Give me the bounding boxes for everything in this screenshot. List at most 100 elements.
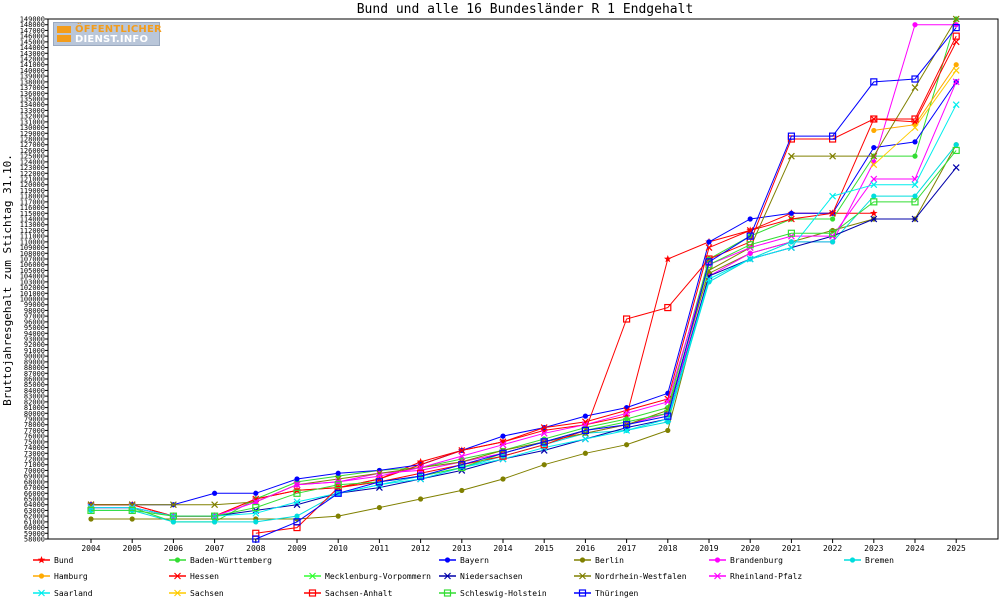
data-point [623, 427, 631, 434]
legend-item: Hessen [169, 572, 219, 581]
y-tick-label: 98000 [24, 307, 45, 315]
data-point [912, 139, 918, 145]
data-point [665, 427, 671, 434]
data-point [335, 470, 341, 476]
data-point [416, 457, 425, 466]
legend-swatch-marker [308, 589, 317, 597]
y-tick-label: 118000 [20, 193, 45, 201]
data-point [622, 421, 631, 429]
y-tick-label: 63000 [24, 507, 45, 515]
data-point [624, 442, 630, 448]
y-axis-label: Bruttojahresgehalt zum Stichtag 31.10. [1, 154, 14, 406]
y-tick-label: 58000 [24, 536, 45, 544]
series-schleswig-holstein [87, 146, 960, 520]
y-tick-label: 140000 [20, 67, 45, 75]
legend-swatch-marker [578, 589, 587, 597]
legend-item: Baden-Württemberg [169, 556, 272, 565]
y-tick-label: 142000 [20, 56, 45, 64]
legend-label: Hamburg [54, 572, 88, 581]
brand-logo: ÖFFENTLICHER DIENST.INFO [53, 22, 162, 46]
legend-label: Niedersachsen [460, 572, 523, 581]
data-point [211, 512, 219, 520]
data-point [746, 232, 754, 240]
legend-swatch-marker [443, 589, 452, 597]
y-tick-label: 105000 [20, 267, 45, 275]
data-point [871, 193, 877, 199]
data-point [417, 464, 425, 471]
y-tick-label: 126000 [20, 147, 45, 155]
x-tick-label: 2018 [658, 544, 677, 553]
x-tick-label: 2009 [287, 544, 306, 553]
data-point [128, 501, 136, 509]
data-point [294, 513, 300, 519]
data-point [911, 75, 919, 83]
data-point [870, 181, 878, 189]
data-point [376, 504, 382, 511]
y-tick-label: 129000 [20, 130, 45, 138]
legend-label: Schleswig-Holstein [460, 589, 547, 598]
y-tick-label: 92000 [24, 341, 45, 349]
data-point [622, 315, 631, 323]
data-point [664, 395, 672, 403]
data-point [952, 164, 960, 171]
y-tick-label: 133000 [20, 107, 45, 115]
data-point [705, 258, 713, 266]
legend-item: Hamburg [33, 572, 88, 581]
y-tick-label: 93000 [24, 336, 45, 344]
y-tick-label: 62000 [24, 513, 45, 521]
x-tick-label: 2025 [947, 544, 966, 553]
data-point [870, 78, 878, 86]
logo-line-2: DIENST.INFO [75, 34, 149, 45]
series-bremen [88, 142, 959, 525]
series-nordrhein-westfalen [87, 15, 960, 509]
legend-label: Bremen [865, 556, 894, 565]
y-tick-label: 135000 [20, 96, 45, 104]
y-tick-label: 60000 [24, 524, 45, 532]
data-point [870, 175, 878, 183]
y-tick-label: 111000 [20, 233, 45, 241]
plot-frame [47, 18, 999, 540]
legend-item: Saarland [33, 589, 93, 598]
y-tick-label: 64000 [24, 501, 45, 509]
legend-item: Niedersachsen [439, 572, 523, 581]
data-point [293, 518, 301, 526]
data-point [870, 209, 878, 217]
y-tick-label: 90000 [24, 353, 45, 361]
legend-label: Berlin [595, 556, 624, 565]
legend-swatch-marker [174, 557, 181, 563]
y-tick-label: 83000 [24, 393, 45, 401]
series-line [91, 150, 957, 517]
data-point [582, 450, 589, 456]
y-axis-ticks: 5800059000600006100062000630006400065000… [20, 16, 48, 544]
y-tick-label: 112000 [20, 227, 45, 235]
data-point [170, 519, 176, 525]
legend-swatch-marker [444, 557, 451, 563]
y-tick-label: 146000 [20, 33, 45, 41]
data-point [499, 449, 507, 457]
data-point [334, 475, 342, 483]
legend-swatch-marker [849, 557, 856, 563]
x-tick-label: 2021 [782, 544, 801, 553]
series-berlin [88, 142, 959, 522]
data-point [664, 255, 672, 263]
legend-item: Thüringen [574, 589, 639, 598]
data-point [871, 127, 877, 134]
legend-item: Brandenburg [709, 556, 783, 565]
legend-label: Thüringen [595, 589, 639, 598]
y-tick-label: 76000 [24, 433, 45, 441]
data-point [870, 215, 878, 223]
data-point [623, 409, 631, 417]
data-point [212, 490, 218, 496]
data-point [581, 435, 589, 443]
legend-label: Mecklenburg-Vorpommern [325, 572, 431, 581]
data-point [664, 398, 672, 406]
series-sachsen [870, 67, 960, 169]
data-point [952, 23, 960, 32]
series-line [91, 104, 957, 517]
data-point [500, 476, 506, 482]
y-tick-label: 104000 [20, 273, 45, 281]
x-tick-label: 2016 [576, 544, 595, 553]
x-tick-label: 2015 [535, 544, 554, 553]
data-point [664, 412, 672, 420]
data-point [540, 429, 548, 437]
